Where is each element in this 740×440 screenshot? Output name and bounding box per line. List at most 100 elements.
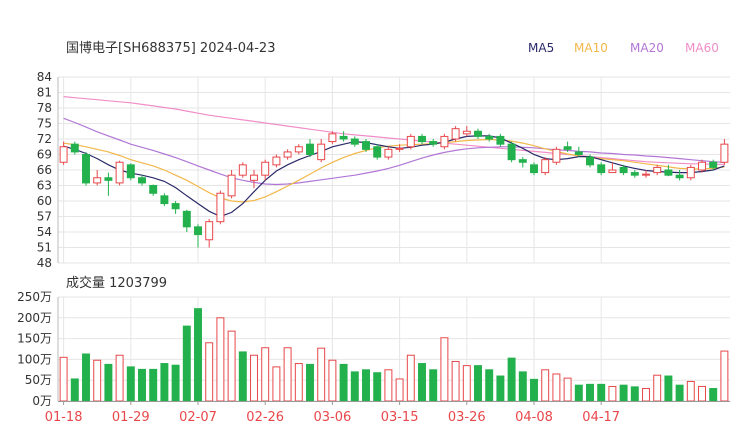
candle [608, 162, 617, 174]
candle-body [149, 185, 158, 194]
legend-item-ma5: MA5 [528, 41, 554, 55]
volume-bar [194, 308, 202, 402]
candle-body [115, 161, 124, 184]
x-tick-label: 02-26 [246, 410, 284, 425]
volume-bar [597, 383, 606, 402]
volume-tick-label: 250万 [17, 290, 52, 304]
candle [630, 170, 639, 178]
volume-bar [552, 373, 561, 402]
candle-body [250, 174, 258, 181]
candle-body [406, 135, 415, 148]
price-tick-label: 54 [37, 225, 52, 239]
candle-body [205, 221, 214, 241]
candle-body [418, 135, 426, 143]
volume-bar [474, 365, 482, 402]
candle-body [93, 177, 102, 184]
candle [675, 170, 684, 181]
candle-body [160, 195, 169, 205]
candle [720, 139, 729, 165]
volume-bar [462, 365, 471, 402]
price-tick-label: 60 [37, 194, 52, 208]
candle [440, 133, 449, 150]
volume-bar [93, 359, 102, 402]
candle [552, 146, 561, 165]
candle [306, 139, 314, 158]
candle-body [709, 161, 718, 168]
candle [698, 159, 706, 173]
volume-bar [294, 363, 303, 402]
candle [384, 146, 393, 160]
candle [686, 164, 695, 181]
volume-bar [630, 386, 639, 402]
candle-body [698, 161, 706, 171]
candle [82, 151, 90, 186]
volume-bar [362, 369, 370, 402]
candle-body [563, 146, 572, 150]
candle-body [440, 135, 449, 148]
volume-tick-label: 200万 [17, 311, 52, 325]
volume-bar [384, 369, 393, 402]
volume-bar [429, 369, 438, 402]
candle-body [238, 164, 247, 176]
volume-bar [250, 354, 258, 402]
volume-bar [496, 375, 505, 402]
candle-body [474, 130, 482, 137]
candle [373, 144, 382, 160]
volume-bar [709, 388, 718, 402]
x-tick-label: 04-08 [515, 410, 553, 425]
volume-bar [115, 354, 124, 402]
candle-body [630, 172, 639, 176]
candle-body [126, 164, 135, 179]
candle-body [462, 130, 471, 135]
volume-bar [350, 371, 359, 402]
candle-body [350, 138, 359, 145]
volume-bar [586, 383, 594, 402]
volume-bar [149, 368, 158, 402]
candle [597, 162, 606, 176]
candle-body [272, 156, 281, 166]
price-tick-label: 51 [37, 241, 52, 255]
volume-tick-label: 50万 [25, 373, 52, 387]
candle-body [496, 135, 505, 145]
candle-body [395, 147, 404, 150]
candle [227, 170, 236, 199]
volume-bar [608, 385, 617, 402]
candle [563, 141, 572, 152]
candle [328, 131, 337, 145]
volume-bar [339, 363, 348, 402]
ma-line-ma20 [63, 117, 725, 186]
candle [709, 159, 718, 170]
volume-tick-label: 100万 [17, 352, 52, 366]
candle-body [507, 143, 516, 161]
candle-body [261, 161, 270, 176]
candle-body [686, 166, 695, 179]
price-tick-label: 57 [37, 210, 52, 224]
price-tick-label: 78 [37, 101, 52, 115]
candle-body [182, 210, 191, 228]
candle-body [283, 151, 292, 158]
volume-bar [642, 388, 650, 402]
candle-body [59, 146, 68, 163]
volume-bar [686, 380, 695, 402]
candle [194, 224, 202, 248]
candle [70, 141, 79, 155]
volume-bar [104, 363, 113, 402]
candle [115, 160, 124, 186]
volume-bar [653, 374, 662, 402]
chart-title: 国博电子[SH688375] 2024-04-23 [66, 41, 275, 56]
volume-bar [395, 378, 404, 402]
x-tick-label: 02-07 [179, 410, 217, 425]
price-tick-label: 84 [37, 70, 52, 84]
volume-bar [227, 330, 236, 402]
x-tick-label: 03-15 [381, 410, 419, 425]
volume-bar [306, 363, 314, 402]
candle-body [171, 203, 180, 210]
volume-bar [720, 350, 729, 402]
candle-body [194, 226, 202, 236]
volume-bar [418, 363, 426, 402]
volume-bar [328, 359, 337, 402]
candle-body [362, 141, 370, 150]
candle [395, 144, 404, 152]
candle [250, 170, 258, 189]
